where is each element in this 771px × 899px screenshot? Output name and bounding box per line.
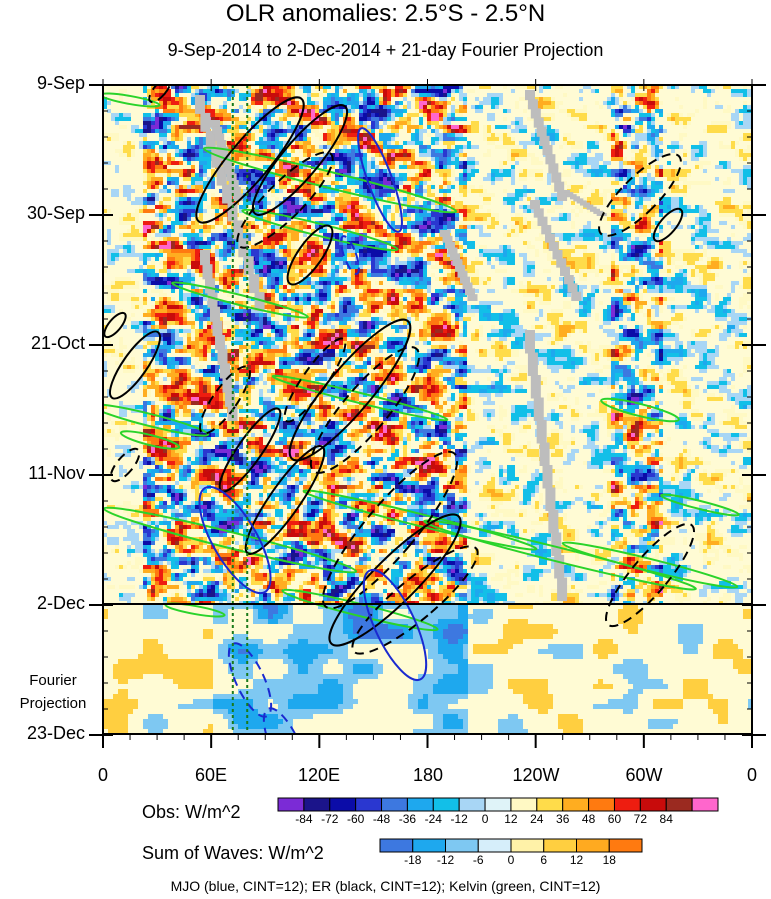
colorbar-swatch bbox=[355, 797, 383, 812]
colorbar-swatch bbox=[543, 838, 577, 853]
colorbar-swatch bbox=[510, 838, 545, 853]
y-tick-label: 30-Sep bbox=[26, 203, 85, 223]
chart-subtitle: 9-Sep-2014 to 2-Dec-2014 + 21-day Fourie… bbox=[167, 40, 604, 60]
colorbar-tick: -12 bbox=[436, 853, 455, 867]
colorbar-swatch bbox=[536, 797, 564, 812]
colorbar-tick: 60 bbox=[607, 812, 622, 826]
colorbar-tick: 84 bbox=[659, 812, 673, 826]
colorbar-tick: 24 bbox=[530, 812, 544, 826]
obs-colorbar-label: Obs: W/m^2 bbox=[142, 802, 241, 822]
colorbar-swatch bbox=[576, 838, 610, 853]
x-tick-label: 60E bbox=[194, 765, 228, 785]
colorbar-swatch bbox=[412, 838, 446, 853]
colorbar-tick: -48 bbox=[372, 812, 391, 826]
colorbar-swatch bbox=[303, 797, 331, 812]
colorbar-tick: -84 bbox=[295, 812, 313, 826]
reference-longitudes bbox=[231, 85, 249, 734]
wave-contours bbox=[103, 85, 740, 734]
colorbar-swatch bbox=[445, 838, 479, 853]
colorbar-swatch bbox=[613, 797, 641, 812]
colorbar-swatch bbox=[665, 797, 693, 812]
colorbar-swatch bbox=[477, 838, 512, 853]
x-tick-label: 120E bbox=[297, 765, 341, 785]
colorbar-tick: -72 bbox=[321, 812, 339, 826]
missing-data bbox=[195, 90, 607, 601]
colorbar-swatch bbox=[484, 797, 512, 812]
obs-colorbar bbox=[277, 797, 719, 812]
x-tick-label: 60W bbox=[625, 765, 663, 785]
waves-colorbar bbox=[379, 838, 643, 853]
x-tick-label: 0 bbox=[97, 765, 109, 785]
colorbar-tick: -6 bbox=[472, 853, 484, 867]
colorbar-tick: -18 bbox=[404, 853, 422, 867]
colorbar-swatch bbox=[329, 797, 357, 812]
colorbar-tick: 18 bbox=[602, 853, 616, 867]
axis-ticks bbox=[89, 79, 766, 748]
waves-colorbar-label: Sum of Waves: W/m^2 bbox=[142, 843, 324, 863]
colorbar-swatch bbox=[381, 797, 408, 812]
y-tick-label: 23-Dec bbox=[26, 723, 85, 743]
colorbar-tick: 6 bbox=[540, 853, 548, 867]
y-tick-label: 2-Dec bbox=[36, 593, 85, 613]
chart-title: OLR anomalies: 2.5°S - 2.5°N bbox=[225, 0, 546, 27]
colorbar-swatch bbox=[379, 838, 414, 853]
colorbar-tick: -36 bbox=[398, 812, 417, 826]
x-tick-label: 120W bbox=[512, 765, 560, 785]
y-tick-label: 11-Nov bbox=[28, 463, 85, 483]
colorbar-swatch bbox=[458, 797, 486, 812]
colorbar-tick: 0 bbox=[507, 853, 515, 867]
colorbar-swatch bbox=[406, 797, 434, 812]
colorbar-tick: 12 bbox=[504, 812, 518, 826]
projection-label: Fourier Projection bbox=[19, 672, 87, 712]
colorbar-swatch bbox=[562, 797, 590, 812]
y-tick-label: 21-Oct bbox=[30, 333, 85, 353]
projection-field bbox=[103, 604, 752, 734]
colorbar-tick: 72 bbox=[633, 812, 648, 826]
colorbar-tick: -24 bbox=[424, 812, 442, 826]
colorbar-tick: 36 bbox=[556, 812, 570, 826]
overlay-legend: MJO (blue, CINT=12); ER (black, CINT=12)… bbox=[170, 878, 601, 894]
colorbar-tick: -12 bbox=[450, 812, 468, 826]
x-tick-label: 180 bbox=[412, 765, 444, 785]
colorbar-swatch bbox=[432, 797, 460, 812]
colorbar-swatch bbox=[588, 797, 615, 812]
colorbar-tick: 0 bbox=[481, 812, 489, 826]
colorbar-swatch bbox=[510, 797, 538, 812]
colorbar-tick: 12 bbox=[569, 853, 584, 867]
colorbar-swatch bbox=[639, 797, 667, 812]
colorbar-tick: 48 bbox=[581, 812, 596, 826]
y-tick-label: 9-Sep bbox=[36, 73, 85, 93]
x-tick-label: 0 bbox=[746, 765, 758, 785]
colorbar-swatch bbox=[277, 797, 305, 812]
colorbar-tick: -60 bbox=[346, 812, 365, 826]
colorbar-swatch bbox=[608, 838, 643, 853]
colorbar-swatch bbox=[691, 797, 719, 812]
